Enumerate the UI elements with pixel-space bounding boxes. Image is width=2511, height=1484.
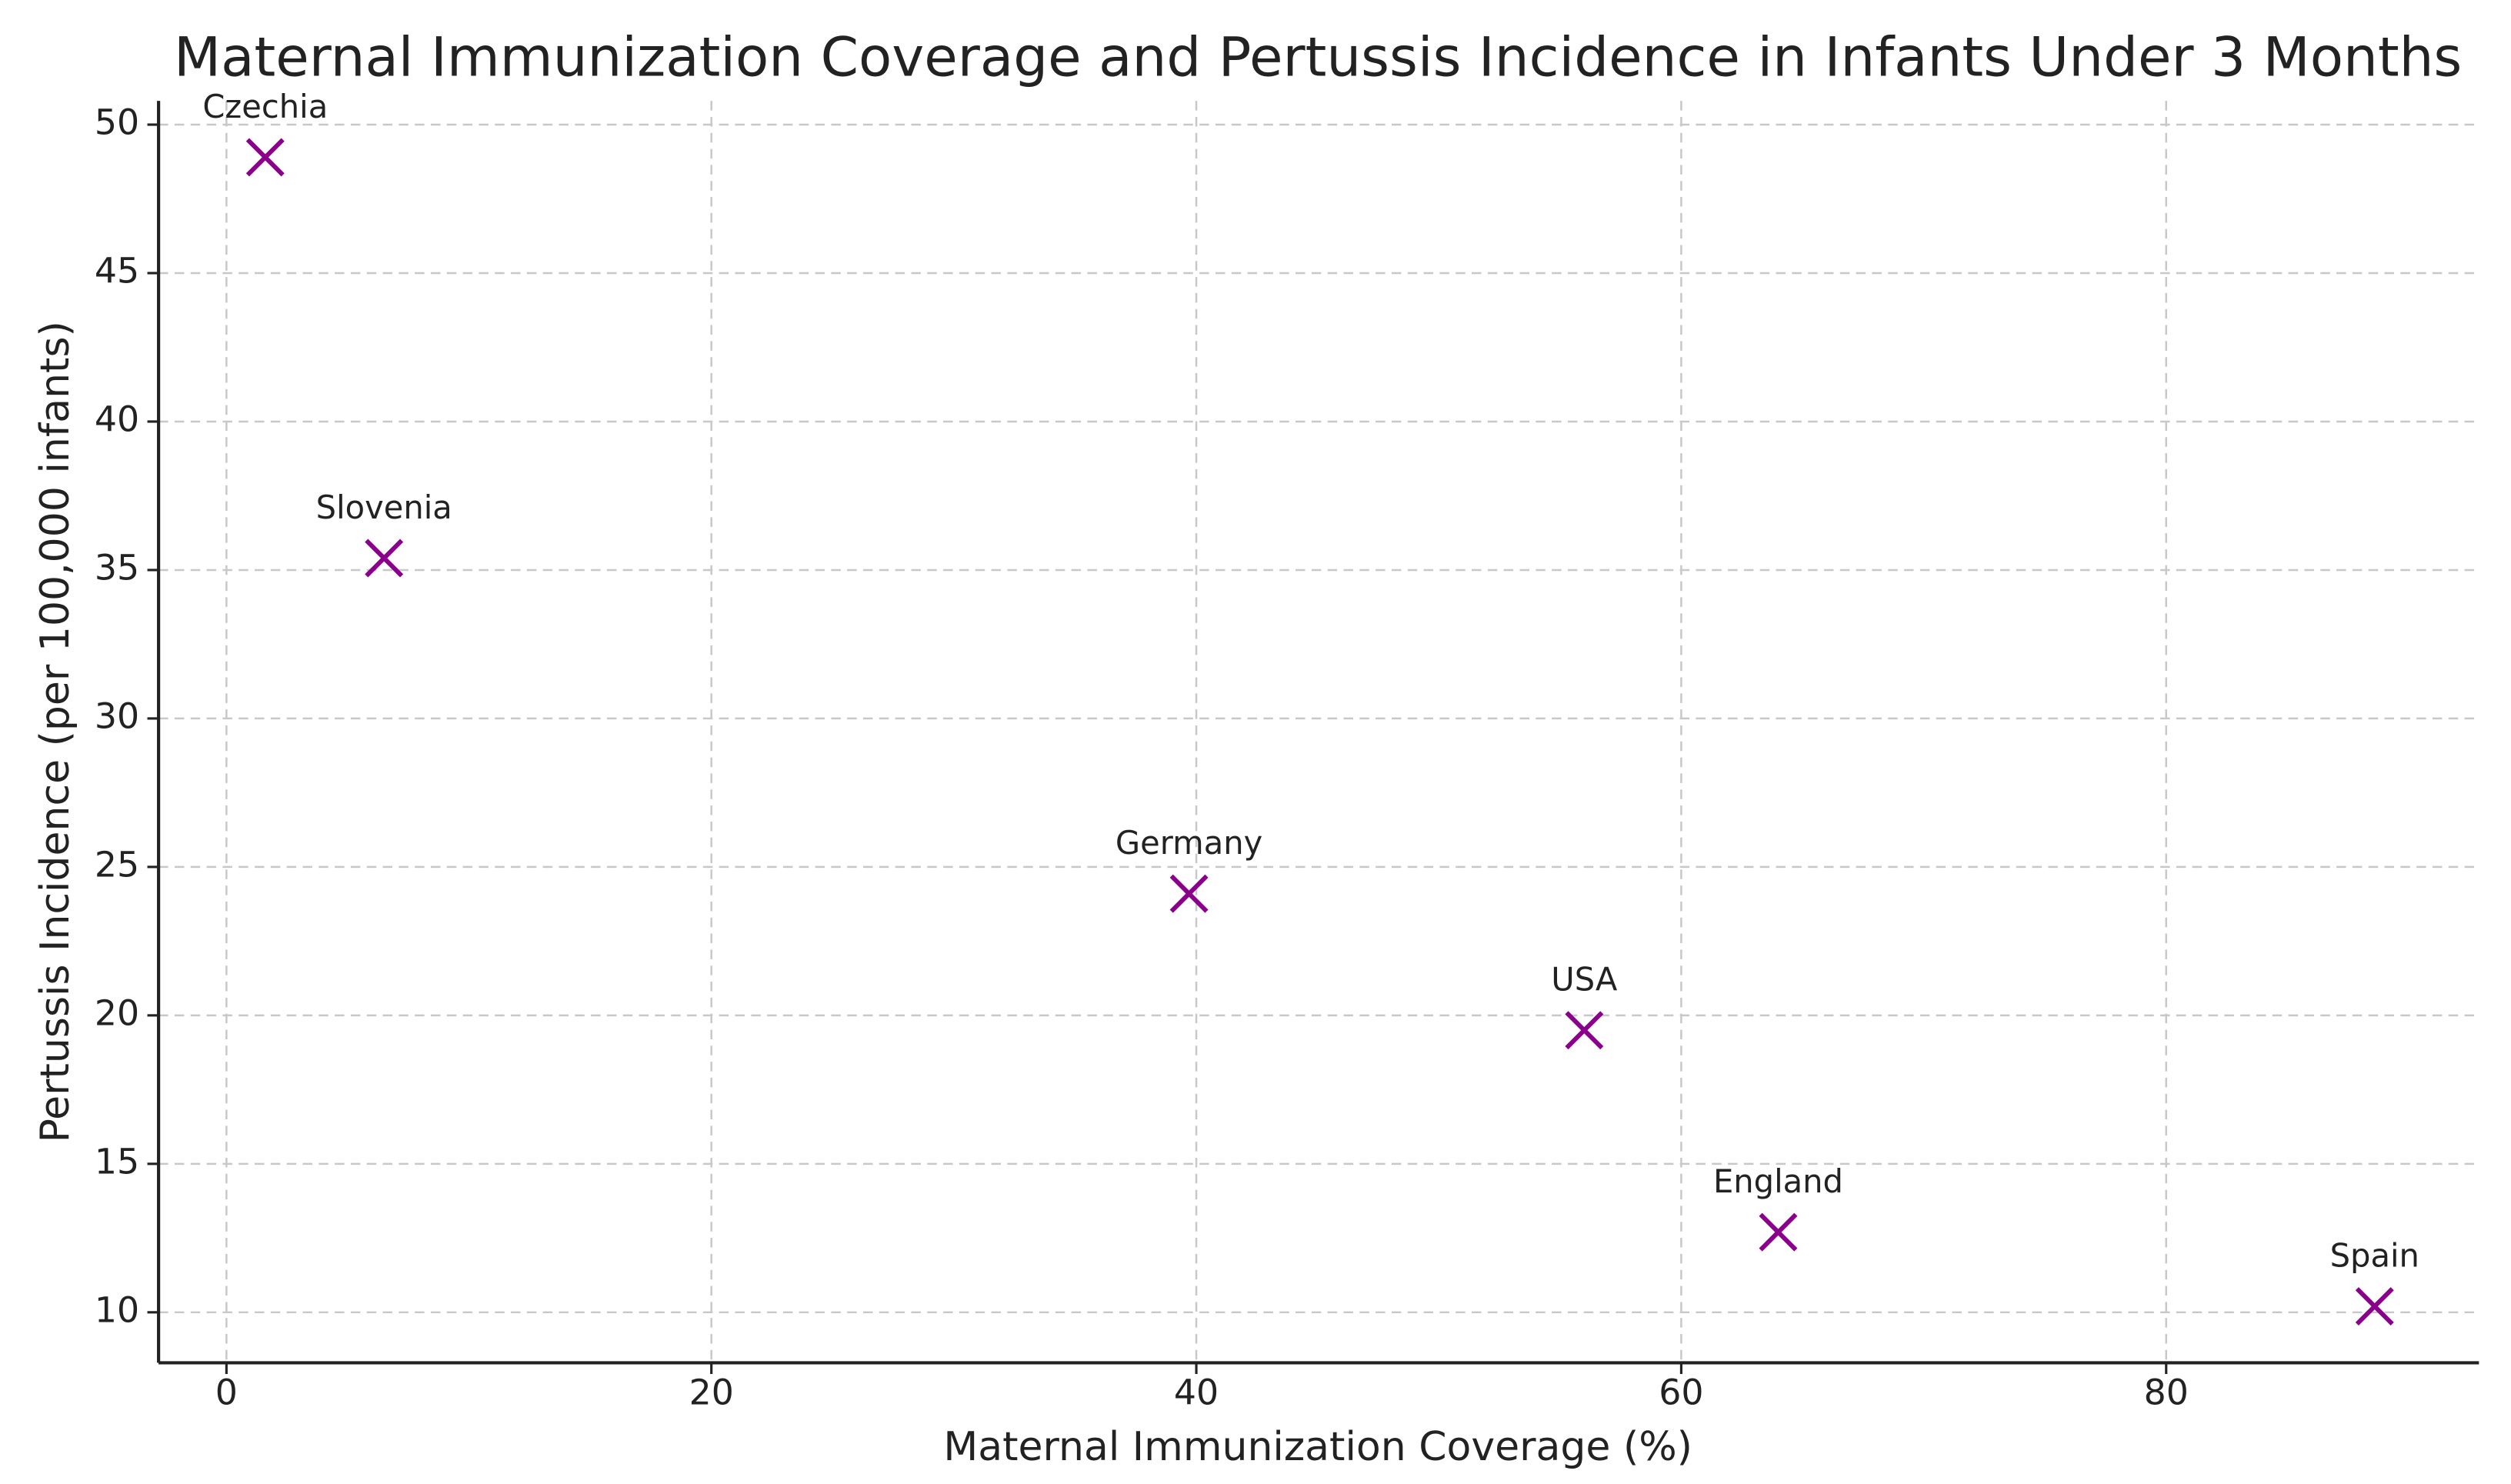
chart-title: Maternal Immunization Coverage and Pertu… [174, 25, 2462, 89]
point-label: USA [1551, 961, 1618, 999]
x-tick-label: 60 [1659, 1372, 1703, 1413]
x-axis-label: Maternal Immunization Coverage (%) [943, 1424, 1692, 1470]
point [1759, 1212, 1798, 1252]
y-axis-label: Pertussis Incidence (per 100,000 infants… [32, 321, 78, 1142]
point [1169, 874, 1209, 913]
point-label: Czechia [202, 88, 328, 125]
y-tick-label: 15 [95, 1140, 139, 1182]
x-tick-label: 0 [215, 1372, 238, 1413]
y-tick-label: 35 [95, 546, 139, 588]
y-tick-label: 20 [95, 992, 139, 1033]
y-tick-label: 40 [95, 398, 139, 439]
point [365, 539, 404, 578]
y-tick-label: 10 [95, 1289, 139, 1330]
point-label: Germany [1115, 824, 1262, 862]
grid [158, 101, 2479, 1363]
y-tick-label: 30 [95, 695, 139, 736]
x-tick-label: 20 [689, 1372, 734, 1413]
point [1565, 1011, 1604, 1050]
point [245, 138, 285, 177]
point-label: England [1713, 1162, 1843, 1200]
point-label: Slovenia [316, 489, 452, 526]
point-label: Spain [2330, 1237, 2419, 1275]
y-tick-label: 50 [95, 102, 139, 143]
x-tick-label: 40 [1174, 1372, 1219, 1413]
y-tick-label: 45 [95, 249, 139, 291]
x-tick-label: 80 [2144, 1372, 2189, 1413]
point [2355, 1287, 2394, 1326]
plot-area: Czechia Slovenia Germany USA England Spain [202, 88, 2419, 1326]
y-tick-label: 25 [95, 843, 139, 885]
